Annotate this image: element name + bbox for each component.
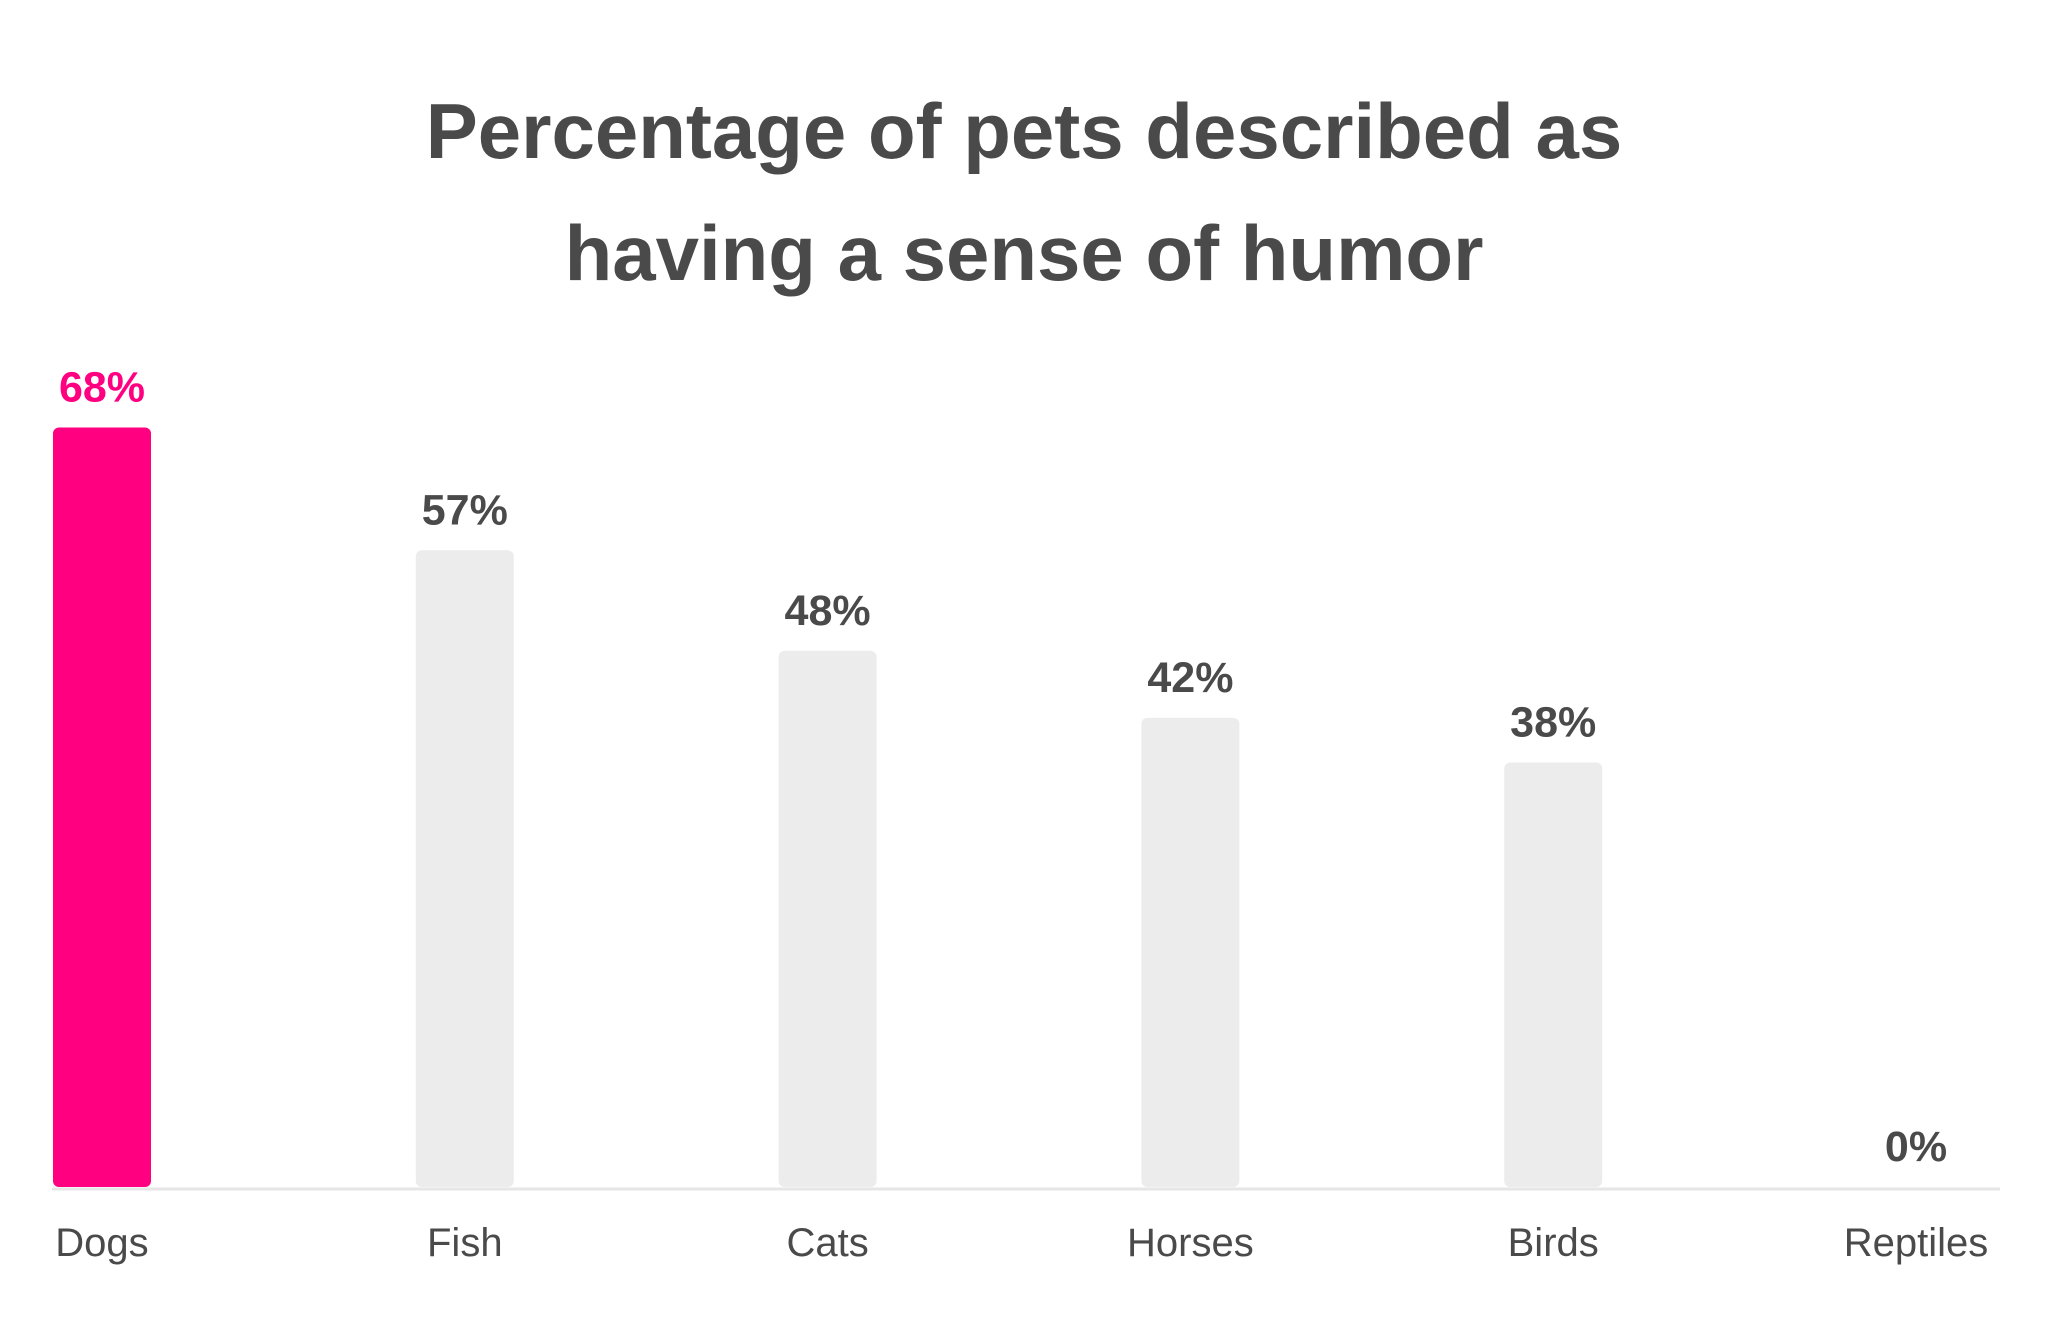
value-label: 0% [1885, 1123, 1947, 1171]
bar [778, 650, 877, 1187]
value-label: 68% [59, 363, 145, 411]
x-tick-label: Fish [427, 1221, 503, 1265]
chart-title: Percentage of pets described as having a… [425, 87, 1623, 297]
x-tick-label: Reptiles [1844, 1221, 1989, 1265]
bar [1504, 762, 1603, 1187]
value-label: 48% [785, 587, 871, 635]
value-label: 42% [1147, 654, 1233, 702]
x-tick-label: Cats [786, 1221, 868, 1265]
bar [1141, 717, 1240, 1187]
value-label: 57% [422, 486, 508, 534]
value-label: 38% [1510, 699, 1596, 747]
x-tick-label: Horses [1127, 1221, 1254, 1265]
x-tick-label: Birds [1508, 1221, 1599, 1265]
bar [415, 550, 514, 1187]
x-tick-label: Dogs [55, 1221, 148, 1265]
bar [53, 427, 151, 1187]
